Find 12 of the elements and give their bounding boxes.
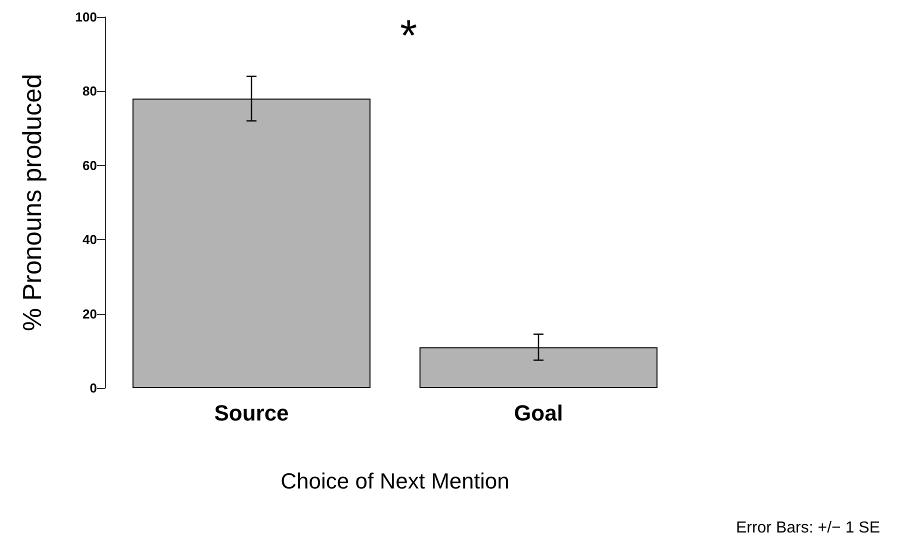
x-axis-title: Choice of Next Mention	[280, 468, 510, 494]
y-tick-label: 20	[82, 306, 97, 322]
y-axis-title: % Pronouns produced	[17, 74, 47, 332]
y-tick-label: 100	[75, 10, 97, 24]
y-tick-label: 80	[82, 84, 97, 99]
x-tick-label: Goal	[514, 400, 563, 426]
text: Error Bars: +/− 1 SE	[736, 520, 880, 536]
y-tick-label: 0	[90, 380, 97, 396]
y-tick-label: 40	[82, 232, 97, 248]
annotation: *	[400, 12, 418, 60]
y-tick-label: 60	[82, 158, 97, 173]
x-tick-label: Source	[214, 400, 289, 426]
